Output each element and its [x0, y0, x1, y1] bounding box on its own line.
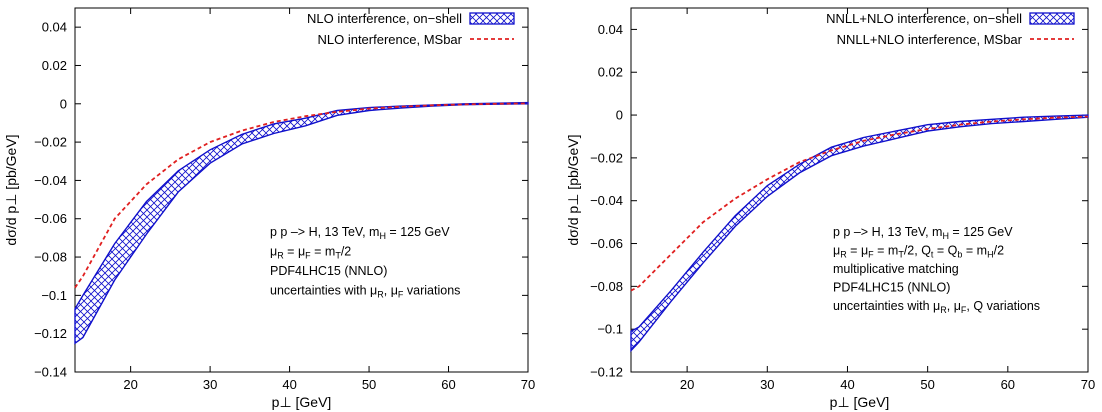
uncertainty-band: [74, 101, 529, 345]
x-tick-label: 70: [521, 377, 535, 392]
y-axis-label: dσ/d p⊥ [pb/GeV]: [565, 134, 581, 245]
annotation-line: μR = μF = mT/2: [270, 245, 351, 261]
x-tick-label: 60: [441, 377, 455, 392]
y-tick-label: −0.02: [34, 135, 67, 150]
x-tick-label: 60: [1001, 377, 1015, 392]
y-tick-label: −0.08: [34, 250, 67, 265]
plot-frame: [630, 7, 1089, 373]
y-tick-label: −0.02: [590, 150, 623, 165]
annotation-line: uncertainties with μR, μF variations: [270, 284, 460, 300]
y-tick-label: −0.14: [34, 365, 67, 380]
x-tick-label: 30: [760, 377, 774, 392]
right-chart-panel: −0.12 −0.1 −0.08 −0.06 −0.04 −0.02 0 0.02 0.04 20…: [565, 7, 1095, 410]
legend-band-swatch: [1029, 12, 1075, 25]
annotation-line: p p –> H, 13 TeV, mH = 125 GeV: [833, 225, 1013, 241]
y-tick-label: −0.06: [590, 236, 623, 251]
legend-label: NLO interference, on−shell: [307, 11, 462, 26]
y-tick-label: 0.04: [42, 20, 67, 35]
annotation-line: PDF4LHC15 (NNLO): [270, 264, 387, 278]
x-tick-label: 40: [840, 377, 854, 392]
x-axis-label: p⊥ [GeV]: [830, 394, 890, 410]
legend-label: NNLL+NLO interference, MSbar: [837, 32, 1023, 47]
annotation-line: multiplicative matching: [833, 262, 959, 276]
legend-band-swatch: [469, 12, 515, 25]
annotation-line: μR = μF = mT/2, Qt = Qb = mH/2: [833, 244, 1004, 260]
x-tick-label: 50: [362, 377, 376, 392]
y-axis-label: dσ/d p⊥ [pb/GeV]: [3, 134, 19, 245]
x-tick-label: 20: [123, 377, 137, 392]
legend-label: NNLL+NLO interference, on−shell: [826, 11, 1022, 26]
y-tick-label: 0.02: [42, 58, 67, 73]
y-tick-label: −0.1: [597, 322, 623, 337]
left-chart-panel: −0.14 −0.12 −0.1 −0.08 −0.06 −0.04 −0.02 0 0.02 0…: [3, 7, 535, 410]
annotation-line: p p –> H, 13 TeV, mH = 125 GeV: [270, 225, 450, 241]
y-tick-label: 0.04: [598, 22, 623, 37]
annotation-line: uncertainties with μR, μF, Q variations: [833, 299, 1040, 315]
legend-label: NLO interference, MSbar: [317, 32, 462, 47]
y-tick-label: −0.04: [590, 193, 623, 208]
y-tick-label: −0.12: [34, 326, 67, 341]
y-tick-label: −0.04: [34, 173, 67, 188]
x-tick-label: 50: [920, 377, 934, 392]
y-tick-label: 0: [60, 96, 67, 111]
x-tick-label: 40: [282, 377, 296, 392]
plot-frame: [74, 7, 529, 373]
y-tick-label: −0.06: [34, 211, 67, 226]
x-tick-label: 30: [203, 377, 217, 392]
x-tick-label: 70: [1081, 377, 1095, 392]
y-tick-label: −0.08: [590, 279, 623, 294]
msbar-line: [630, 115, 1089, 292]
y-tick-label: −0.1: [41, 288, 67, 303]
msbar-line: [74, 102, 529, 289]
x-axis-label: p⊥ [GeV]: [272, 394, 332, 410]
y-tick-label: −0.12: [590, 365, 623, 380]
annotation-line: PDF4LHC15 (NNLO): [833, 281, 950, 295]
y-tick-label: 0: [616, 108, 623, 123]
x-tick-label: 20: [680, 377, 694, 392]
y-tick-label: 0.02: [598, 65, 623, 80]
